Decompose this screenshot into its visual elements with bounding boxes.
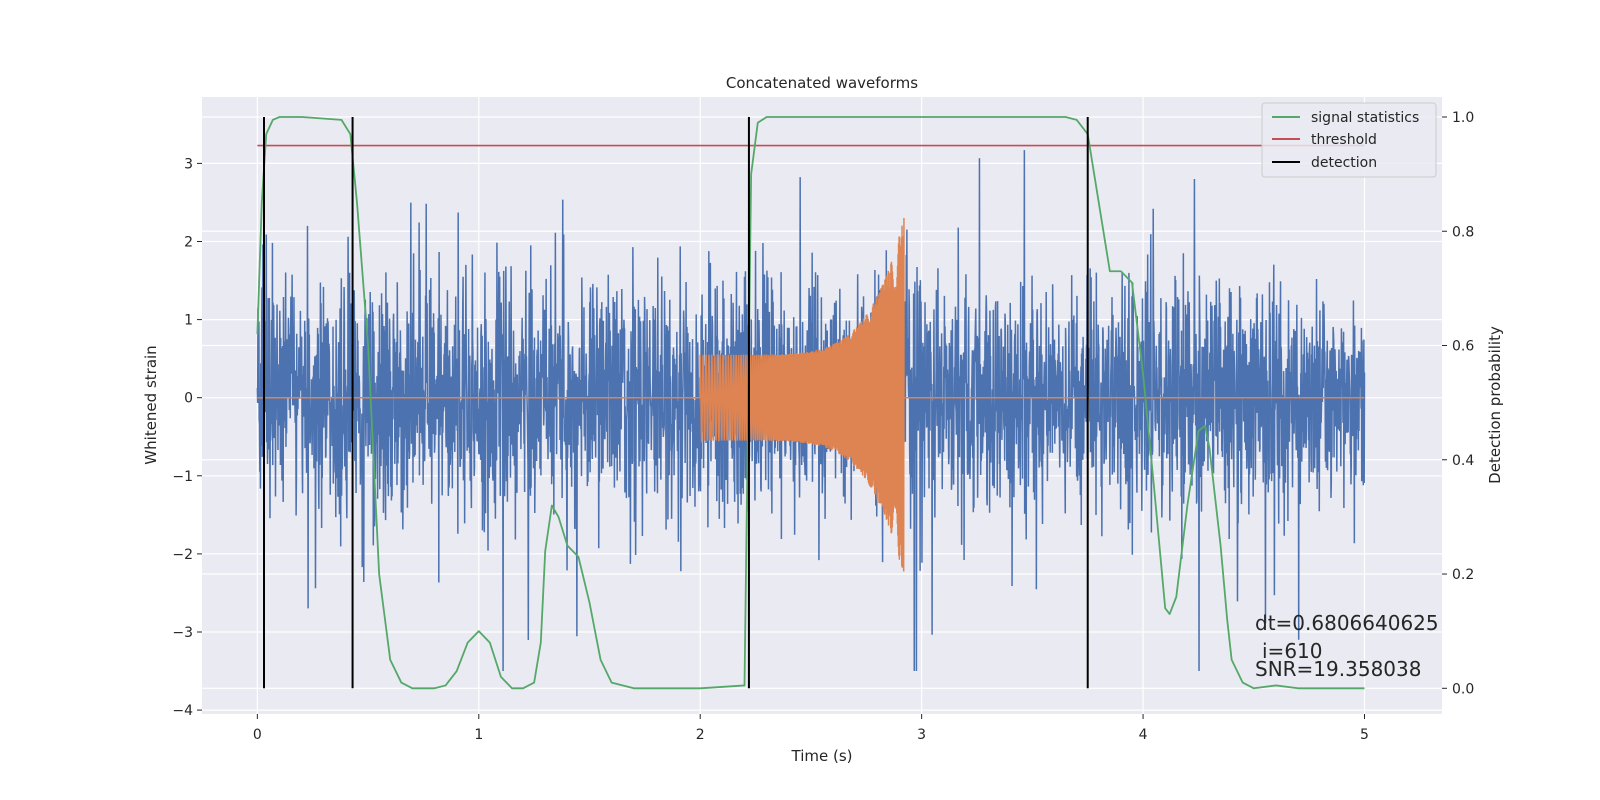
y2-tick-label-0: 0.0 xyxy=(1452,681,1474,697)
y-tick-label-1: −3 xyxy=(172,625,193,641)
legend-label-signal-statistics: signal statistics xyxy=(1311,110,1419,126)
y-axis-label: Whitened strain xyxy=(142,345,160,464)
y-tick-label-6: 2 xyxy=(184,234,193,250)
y2-tick-label-1: 0.2 xyxy=(1452,567,1474,583)
y2-axis-label: Detection probability xyxy=(1486,326,1504,484)
x-tick-label-5: 5 xyxy=(1360,727,1369,743)
y-tick-label-7: 3 xyxy=(184,156,193,172)
x-axis-label: Time (s) xyxy=(791,747,853,765)
legend-label-threshold: threshold xyxy=(1311,132,1377,148)
x-tick-label-1: 1 xyxy=(474,727,483,743)
legend-label-detection: detection xyxy=(1311,155,1377,171)
x-tick-label-2: 2 xyxy=(696,727,705,743)
x-tick-label-3: 3 xyxy=(917,727,926,743)
injected-waveform-line xyxy=(257,218,1365,572)
annotation-snr: SNR=19.358038 xyxy=(1255,657,1421,681)
series-layer xyxy=(256,116,1366,690)
ticks: 0 1 2 3 4 5 −4 −3 −2 −1 0 1 2 3 0.0 0.2 0.4 0.6 0.8 1.0 xyxy=(172,110,1474,743)
legend-box xyxy=(1261,102,1437,178)
x-tick-label-4: 4 xyxy=(1139,727,1148,743)
y2-tick-label-4: 0.8 xyxy=(1452,224,1474,240)
signal-statistics-line xyxy=(256,116,1365,690)
y-tick-label-0: −4 xyxy=(172,703,193,719)
chart-title: Concatenated waveforms xyxy=(726,74,918,92)
y-tick-label-3: −1 xyxy=(172,469,193,485)
annotation-i: i=610 xyxy=(1262,639,1323,663)
y-tick-label-4: 0 xyxy=(184,391,193,407)
legend: signal statistics threshold detection xyxy=(1261,102,1437,178)
y-tick-label-5: 1 xyxy=(184,313,193,329)
y2-tick-label-3: 0.6 xyxy=(1452,339,1474,355)
y2-tick-label-5: 1.0 xyxy=(1452,110,1474,126)
y2-tick-label-2: 0.4 xyxy=(1452,453,1474,469)
annotation-dt: dt=0.6806640625 xyxy=(1255,611,1439,635)
y-tick-label-2: −2 xyxy=(172,547,193,563)
x-tick-label-0: 0 xyxy=(253,727,262,743)
